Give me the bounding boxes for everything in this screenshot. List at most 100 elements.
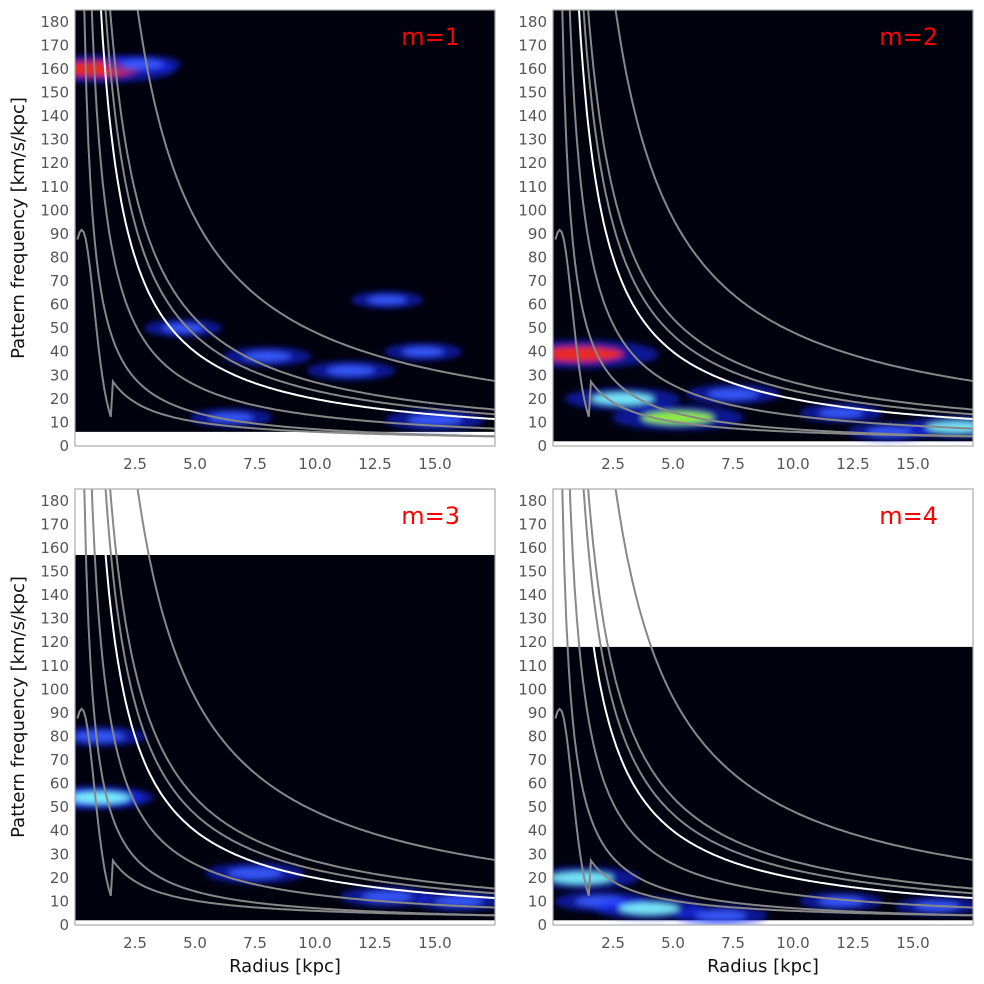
- y-tick-label: 40: [528, 822, 547, 840]
- y-tick-label: 100: [518, 680, 547, 698]
- y-tick-label: 70: [50, 751, 69, 769]
- y-tick-label: 0: [59, 437, 69, 455]
- y-tick-label: 80: [528, 248, 547, 266]
- olr-inner-curve: [614, 10, 973, 382]
- corotation-curve: [577, 489, 973, 900]
- x-tick-label: 15.0: [418, 934, 451, 952]
- hotspot: [75, 730, 125, 743]
- y-tick-label: 150: [518, 83, 547, 101]
- x-tick-label: 12.5: [358, 455, 391, 473]
- x-tick-label: 15.0: [896, 934, 929, 952]
- hotspot: [367, 295, 407, 305]
- y-tick-label: 130: [518, 610, 547, 628]
- hotspot: [590, 392, 655, 406]
- hotspot: [208, 412, 254, 423]
- y-tick-label: 20: [528, 869, 547, 887]
- x-tick-label: 15.0: [896, 455, 929, 473]
- y-tick-label: 160: [518, 539, 547, 557]
- y-tick-label: 130: [40, 610, 69, 628]
- y-tick-label: 80: [528, 727, 547, 745]
- hotspot: [553, 871, 614, 885]
- y-tick-label: 100: [40, 201, 69, 219]
- hotspot: [401, 346, 445, 357]
- heatmap-background: [553, 10, 973, 442]
- y-tick-label: 140: [518, 586, 547, 604]
- x-tick-label: 12.5: [836, 455, 869, 473]
- y-tick-label: 70: [50, 272, 69, 290]
- hotspot: [120, 59, 164, 70]
- y-tick-label: 20: [50, 390, 69, 408]
- x-tick-label: 7.5: [721, 455, 745, 473]
- y-tick-label: 70: [528, 751, 547, 769]
- olr4-curve: [90, 10, 495, 430]
- hotspot: [75, 791, 131, 804]
- ilr-curve: [76, 707, 495, 917]
- x-axis-label: Radius [kpc]: [707, 956, 819, 977]
- y-tick-label: 30: [50, 366, 69, 384]
- y-tick-label: 160: [40, 539, 69, 557]
- y-tick-label: 130: [518, 131, 547, 149]
- panel-m3: 0 10 20 30 40 50 60 70 80 90 100 110 120 130 140 150 160…: [8, 488, 496, 977]
- y-tick-label: 100: [40, 680, 69, 698]
- ilr4-curve: [109, 489, 495, 890]
- x-axis-label: Radius [kpc]: [229, 956, 341, 977]
- hotspot: [641, 410, 715, 425]
- y-tick-label: 180: [40, 492, 69, 510]
- y-tick-label: 50: [528, 319, 547, 337]
- x-tick-label: 12.5: [836, 934, 869, 952]
- x-tick-label: 12.5: [358, 934, 391, 952]
- y-tick-label: 180: [518, 492, 547, 510]
- y-tick-label: 120: [518, 633, 547, 651]
- y-tick-label: 140: [40, 586, 69, 604]
- y-tick-label: 170: [40, 36, 69, 54]
- x-tick-label: 2.5: [123, 934, 147, 952]
- panel-m2: 0 10 20 30 40 50 60 70 80 90 100 110 120 130 140 150 160…: [518, 9, 974, 473]
- hotspot: [242, 351, 292, 362]
- ilr8-curve: [582, 489, 973, 895]
- x-tick-label: 7.5: [243, 455, 267, 473]
- y-tick-label: 10: [528, 413, 547, 431]
- ilr4-curve: [587, 10, 973, 411]
- y-tick-label: 10: [50, 413, 69, 431]
- panel-label: m=3: [401, 502, 460, 530]
- x-tick-label: 7.5: [243, 934, 267, 952]
- y-tick-label: 160: [518, 60, 547, 78]
- y-tick-label: 130: [40, 131, 69, 149]
- y-tick-label: 110: [40, 657, 69, 675]
- x-tick-label: 7.5: [721, 934, 745, 952]
- x-tick-label: 10.0: [776, 934, 809, 952]
- ilr-curve: [554, 707, 973, 917]
- y-tick-label: 170: [518, 515, 547, 533]
- y-tick-label: 150: [40, 83, 69, 101]
- x-tick-label: 10.0: [298, 934, 331, 952]
- corotation-curve: [99, 10, 495, 421]
- y-tick-label: 90: [50, 704, 69, 722]
- ilr8-curve: [582, 10, 973, 416]
- ilr4-curve: [109, 10, 495, 411]
- y-tick-label: 180: [518, 13, 547, 31]
- y-tick-label: 0: [537, 437, 547, 455]
- corotation-curve: [577, 10, 973, 421]
- ilr4-curve: [587, 489, 973, 890]
- olr4-curve: [568, 489, 973, 909]
- y-tick-label: 60: [50, 296, 69, 314]
- x-tick-label: 5.0: [661, 455, 685, 473]
- hotspot: [553, 346, 624, 363]
- corotation-curve: [99, 489, 495, 900]
- y-tick-label: 140: [518, 107, 547, 125]
- y-tick-label: 60: [528, 296, 547, 314]
- hotspot: [818, 407, 864, 419]
- x-tick-label: 5.0: [183, 934, 207, 952]
- y-tick-label: 120: [518, 154, 547, 172]
- y-tick-label: 180: [40, 13, 69, 31]
- ilr-curve: [554, 228, 973, 438]
- y-tick-label: 40: [50, 822, 69, 840]
- hotspot: [407, 414, 463, 426]
- y-tick-label: 10: [50, 892, 69, 910]
- y-tick-label: 50: [50, 798, 69, 816]
- y-tick-label: 110: [40, 178, 69, 196]
- y-tick-label: 120: [40, 633, 69, 651]
- y-tick-label: 170: [518, 36, 547, 54]
- panel-label: m=2: [879, 23, 938, 51]
